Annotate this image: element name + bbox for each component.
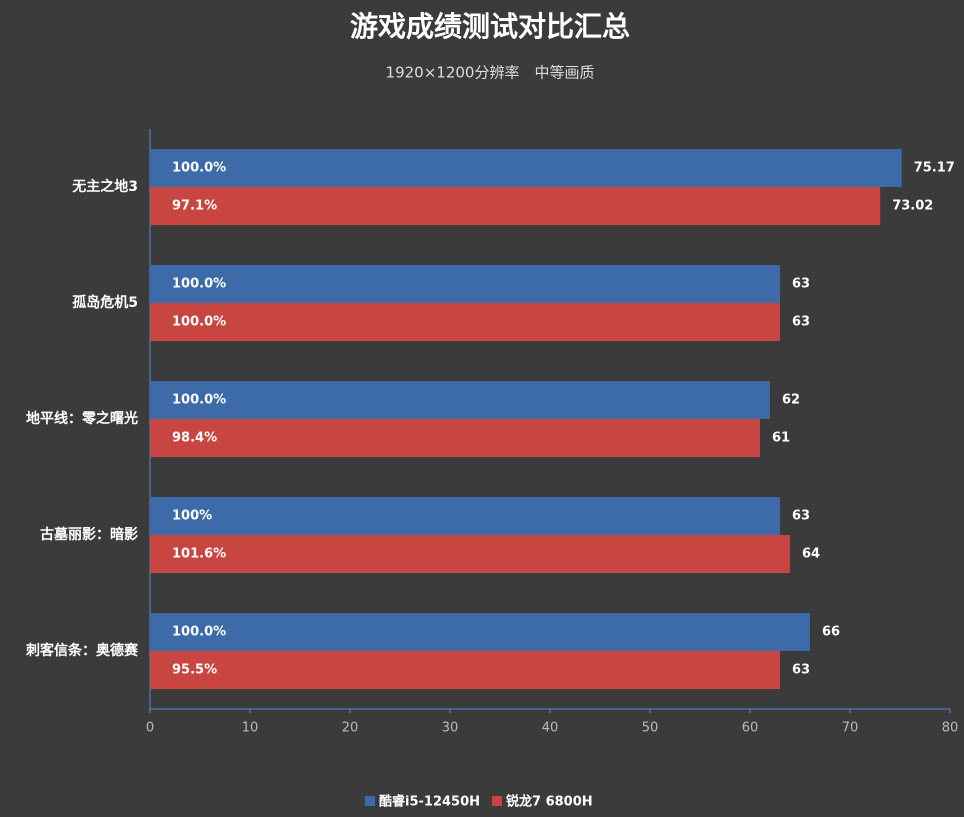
x-tick-label: 50 [642,721,659,736]
value-label: 75.17 [914,161,955,176]
percent-label: 101.6% [172,547,226,562]
y-tick-label: 孤岛危机5 [72,294,138,311]
bar [150,651,780,689]
bar [150,497,780,535]
bar [150,187,881,225]
value-label: 66 [822,625,840,640]
x-tick-label: 60 [742,721,759,736]
value-label: 63 [792,315,810,330]
legend-swatch [492,796,503,806]
x-tick-label: 20 [342,721,359,736]
bar [150,265,780,303]
percent-label: 100.0% [172,315,226,330]
legend-label: 酷睿i5-12450H [379,794,480,810]
percent-label: 100.0% [172,161,226,176]
bar [150,419,760,457]
x-tick-label: 30 [442,721,459,736]
value-label: 61 [772,431,790,446]
bar [150,381,770,419]
percent-label: 95.5% [172,663,217,678]
bar [150,613,810,651]
value-label: 73.02 [892,199,933,214]
percent-label: 97.1% [172,199,217,214]
x-tick-label: 70 [842,721,859,736]
bar [150,149,902,187]
value-label: 63 [792,663,810,678]
x-tick-label: 40 [542,721,559,736]
y-tick-label: 古墓丽影：暗影 [40,526,138,543]
value-label: 63 [792,509,810,524]
legend-label: 锐龙7 6800H [506,794,593,810]
bar [150,303,780,341]
x-tick-label: 10 [242,721,259,736]
x-tick-label: 80 [942,721,959,736]
percent-label: 100.0% [172,393,226,408]
percent-label: 98.4% [172,431,217,446]
value-label: 62 [782,393,800,408]
x-tick-label: 0 [146,721,154,736]
chart-subtitle: 1920×1200分辨率 中等画质 [386,64,595,82]
y-tick-label: 地平线：零之曙光 [26,410,138,427]
chart-title: 游戏成绩测试对比汇总 [350,10,630,43]
value-label: 64 [802,547,820,562]
legend-swatch [365,796,375,806]
percent-label: 100.0% [172,277,226,292]
y-tick-label: 无主之地3 [71,178,138,195]
bar [150,535,790,573]
percent-label: 100% [172,509,212,524]
y-tick-label: 刺客信条：奥德赛 [26,642,139,659]
percent-label: 100.0% [172,625,226,640]
value-label: 63 [792,277,810,292]
